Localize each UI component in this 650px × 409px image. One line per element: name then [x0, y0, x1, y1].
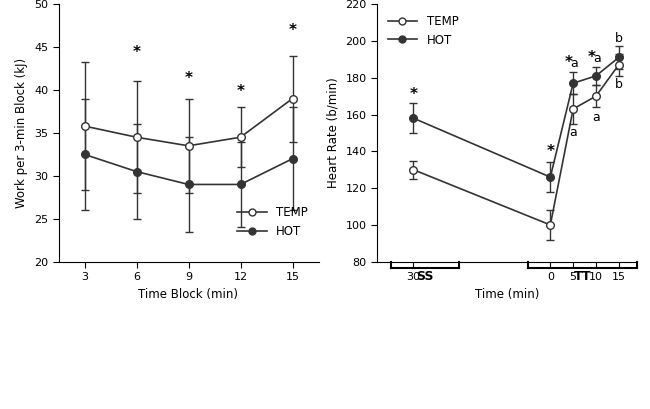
Text: a: a — [593, 52, 601, 65]
Text: *: * — [410, 87, 417, 102]
Text: b: b — [615, 78, 623, 91]
Text: a: a — [571, 57, 578, 70]
Text: SS: SS — [416, 270, 434, 283]
Y-axis label: Heart Rate (b/min): Heart Rate (b/min) — [327, 78, 340, 188]
Text: TT: TT — [573, 270, 591, 283]
Text: a: a — [569, 126, 577, 139]
X-axis label: Time (min): Time (min) — [474, 288, 540, 301]
Text: *: * — [565, 55, 573, 70]
X-axis label: Time Block (min): Time Block (min) — [138, 288, 239, 301]
Text: *: * — [185, 71, 192, 86]
Legend: TEMP, HOT: TEMP, HOT — [233, 202, 313, 243]
Text: b: b — [615, 31, 623, 45]
Text: *: * — [289, 23, 296, 38]
Text: *: * — [133, 45, 140, 60]
Text: *: * — [237, 83, 244, 99]
Y-axis label: Work per 3-min Block (kJ): Work per 3-min Block (kJ) — [16, 58, 29, 208]
Text: Travail réalisé en blocs de 3 minutes et évolution de la fréquence cardiaque
ave: Travail réalisé en blocs de 3 minutes et… — [68, 310, 582, 364]
Text: a: a — [592, 111, 600, 124]
Text: *: * — [588, 50, 595, 65]
Legend: TEMP, HOT: TEMP, HOT — [383, 10, 463, 52]
Text: *: * — [547, 144, 554, 159]
